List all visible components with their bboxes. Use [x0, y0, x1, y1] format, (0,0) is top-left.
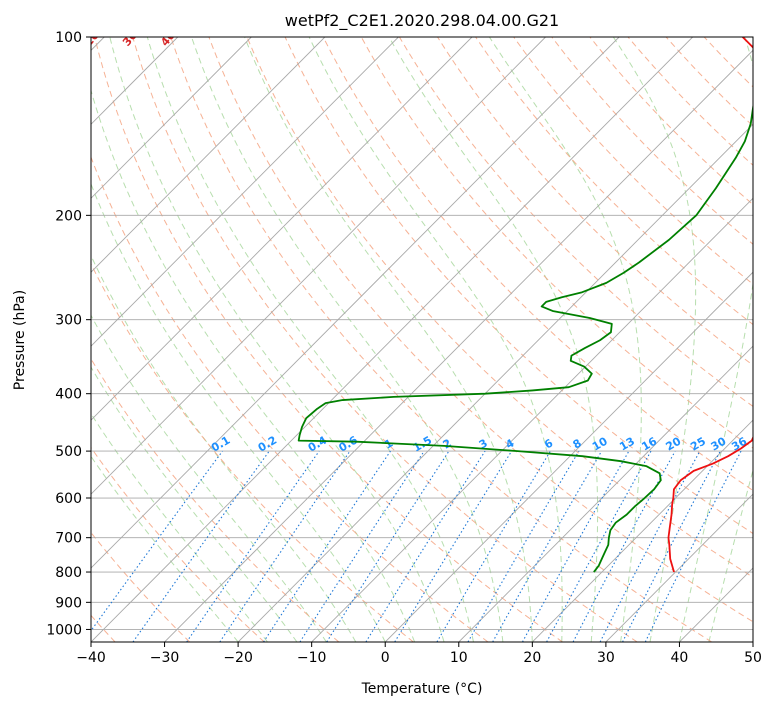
mixing-ratio-line [467, 450, 580, 642]
mixing-ratio-line [436, 450, 551, 642]
moist-adiabat-line [678, 37, 753, 642]
moist-adiabat-line [708, 468, 753, 642]
moist-adiabat-line [612, 37, 697, 642]
plot-frame [90, 36, 754, 643]
profile-series [297, 37, 753, 573]
moist-adiabat-line [191, 37, 504, 642]
mixing-ratio-line [186, 450, 320, 642]
isotherm-line [91, 37, 620, 569]
isotherm-line [384, 271, 753, 642]
isotherm-line [311, 197, 753, 642]
dry-adiabat-line [627, 37, 753, 166]
moist-adiabat-line [91, 455, 239, 642]
y-tick-label: 800 [55, 565, 82, 581]
temperature-profile-line [667, 37, 753, 573]
dry-adiabat-label: 40 [158, 28, 178, 48]
y-tick-label: 900 [55, 595, 82, 611]
x-tick-label: 20 [523, 650, 541, 666]
x-tick-label: 30 [597, 650, 615, 666]
mixing-ratio-line [365, 450, 486, 642]
moist-adiabat-line [388, 37, 599, 642]
mixing-ratio-lines [91, 450, 742, 642]
dewpoint-profile-line [297, 96, 753, 573]
dry-adiabat-label: 30 [120, 28, 140, 48]
dry-adiabat-line [91, 262, 414, 642]
isotherm-line [91, 37, 693, 642]
mixing-ratio-line [132, 450, 270, 642]
mixing-ratio-line [546, 450, 652, 642]
moist-adiabat-line [91, 412, 268, 642]
moist-adiabat-line [91, 314, 327, 642]
dry-adiabat-line [246, 37, 753, 578]
dry-adiabat-line [94, 37, 563, 642]
dry-adiabat-line [513, 37, 753, 285]
moist-adiabat-line [308, 37, 563, 642]
isotherm-line [164, 49, 753, 642]
dry-adiabat-line [322, 37, 753, 492]
x-tick-label: −30 [150, 650, 180, 666]
mixing-ratio-line [394, 450, 513, 642]
isotherm-line [237, 123, 753, 642]
dry-adiabat-line [475, 37, 753, 326]
y-tick-label: 700 [55, 531, 82, 547]
x-tick-label: −10 [297, 650, 327, 666]
mixing-ratio-line [219, 450, 351, 642]
mixing-ratio-line [521, 450, 630, 642]
isotherm-line [91, 37, 252, 199]
dry-adiabat-line [398, 37, 753, 408]
dry-adiabat-line [132, 37, 638, 642]
y-tick-label: 300 [55, 313, 82, 329]
y-tick-label: 600 [55, 491, 82, 507]
x-tick-label: −20 [223, 650, 253, 666]
moist-adiabat-line [146, 37, 474, 642]
isotherm-line [91, 37, 546, 495]
moist-adiabat-line [244, 37, 533, 642]
y-tick-label: 200 [55, 208, 82, 224]
x-tick-label: 40 [671, 650, 689, 666]
isotherm-line [91, 37, 473, 421]
y-tick-label: 1000 [46, 622, 82, 638]
moist-adiabat-line [91, 254, 357, 642]
x-tick-label: 0 [381, 650, 390, 666]
x-axis-label: Temperature (°C) [361, 681, 483, 697]
isotherms [91, 37, 753, 642]
mixing-ratio-line [91, 450, 223, 632]
moist-adiabats [91, 37, 753, 642]
dry-adiabat-line [208, 37, 753, 623]
moist-adiabat-line [91, 88, 416, 642]
y-axis-ticks: 100 200 300 400 500 600 700 800 900 1000 [46, 30, 91, 638]
moist-adiabat-line [109, 37, 445, 642]
isotherm-line [532, 419, 753, 642]
chart-title: wetPf2_C2E1.2020.298.04.00.G21 [285, 11, 559, 31]
isotherm-line [605, 493, 753, 642]
mixing-ratio-line [572, 450, 676, 642]
mixing-ratio-line [326, 450, 450, 642]
isotherm-line [458, 345, 753, 642]
y-axis-label: Pressure (hPa) [12, 290, 28, 390]
mixing-ratio-line [492, 450, 603, 642]
plot-area: 0.10.20.40.611.52346810131620253036-100-… [82, 28, 753, 642]
dry-adiabat-label: 20 [82, 28, 102, 48]
x-tick-label: 10 [450, 650, 468, 666]
isotherm-line [91, 37, 326, 273]
y-tick-label: 100 [55, 30, 82, 46]
isotherm-line [91, 37, 399, 347]
y-tick-label: 400 [55, 387, 82, 403]
x-axis-ticks: −40 −30 −20 −10 0 10 20 30 40 50 [76, 642, 762, 666]
dry-adiabat-line [91, 446, 265, 642]
x-tick-label: 50 [744, 650, 762, 666]
x-tick-label: −40 [76, 650, 106, 666]
y-tick-label: 500 [55, 444, 82, 460]
